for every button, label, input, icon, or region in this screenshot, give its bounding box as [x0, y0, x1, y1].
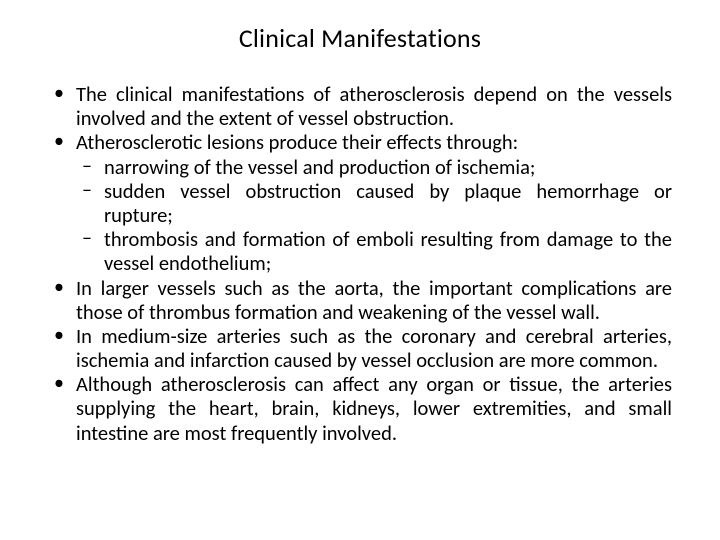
list-item: Atherosclerotic lesions produce their ef… [48, 130, 672, 275]
bullet-list: The clinical manifestations of atheroscl… [48, 82, 672, 445]
slide-title: Clinical Manifestations [48, 22, 672, 54]
list-item: The clinical manifestations of atheroscl… [48, 82, 672, 130]
sub-bullet-list: narrowing of the vessel and production o… [76, 155, 672, 276]
sub-list-item: sudden vessel obstruction caused by plaq… [76, 179, 672, 227]
sub-list-item: narrowing of the vessel and production o… [76, 155, 672, 179]
list-item: Although atherosclerosis can affect any … [48, 372, 672, 445]
list-item-text: Atherosclerotic lesions produce their ef… [76, 129, 518, 155]
list-item: In larger vessels such as the aorta, the… [48, 276, 672, 324]
list-item: In medium-size arteries such as the coro… [48, 324, 672, 372]
slide: Clinical Manifestations The clinical man… [0, 0, 720, 540]
sub-list-item: thrombosis and formation of emboli resul… [76, 227, 672, 275]
